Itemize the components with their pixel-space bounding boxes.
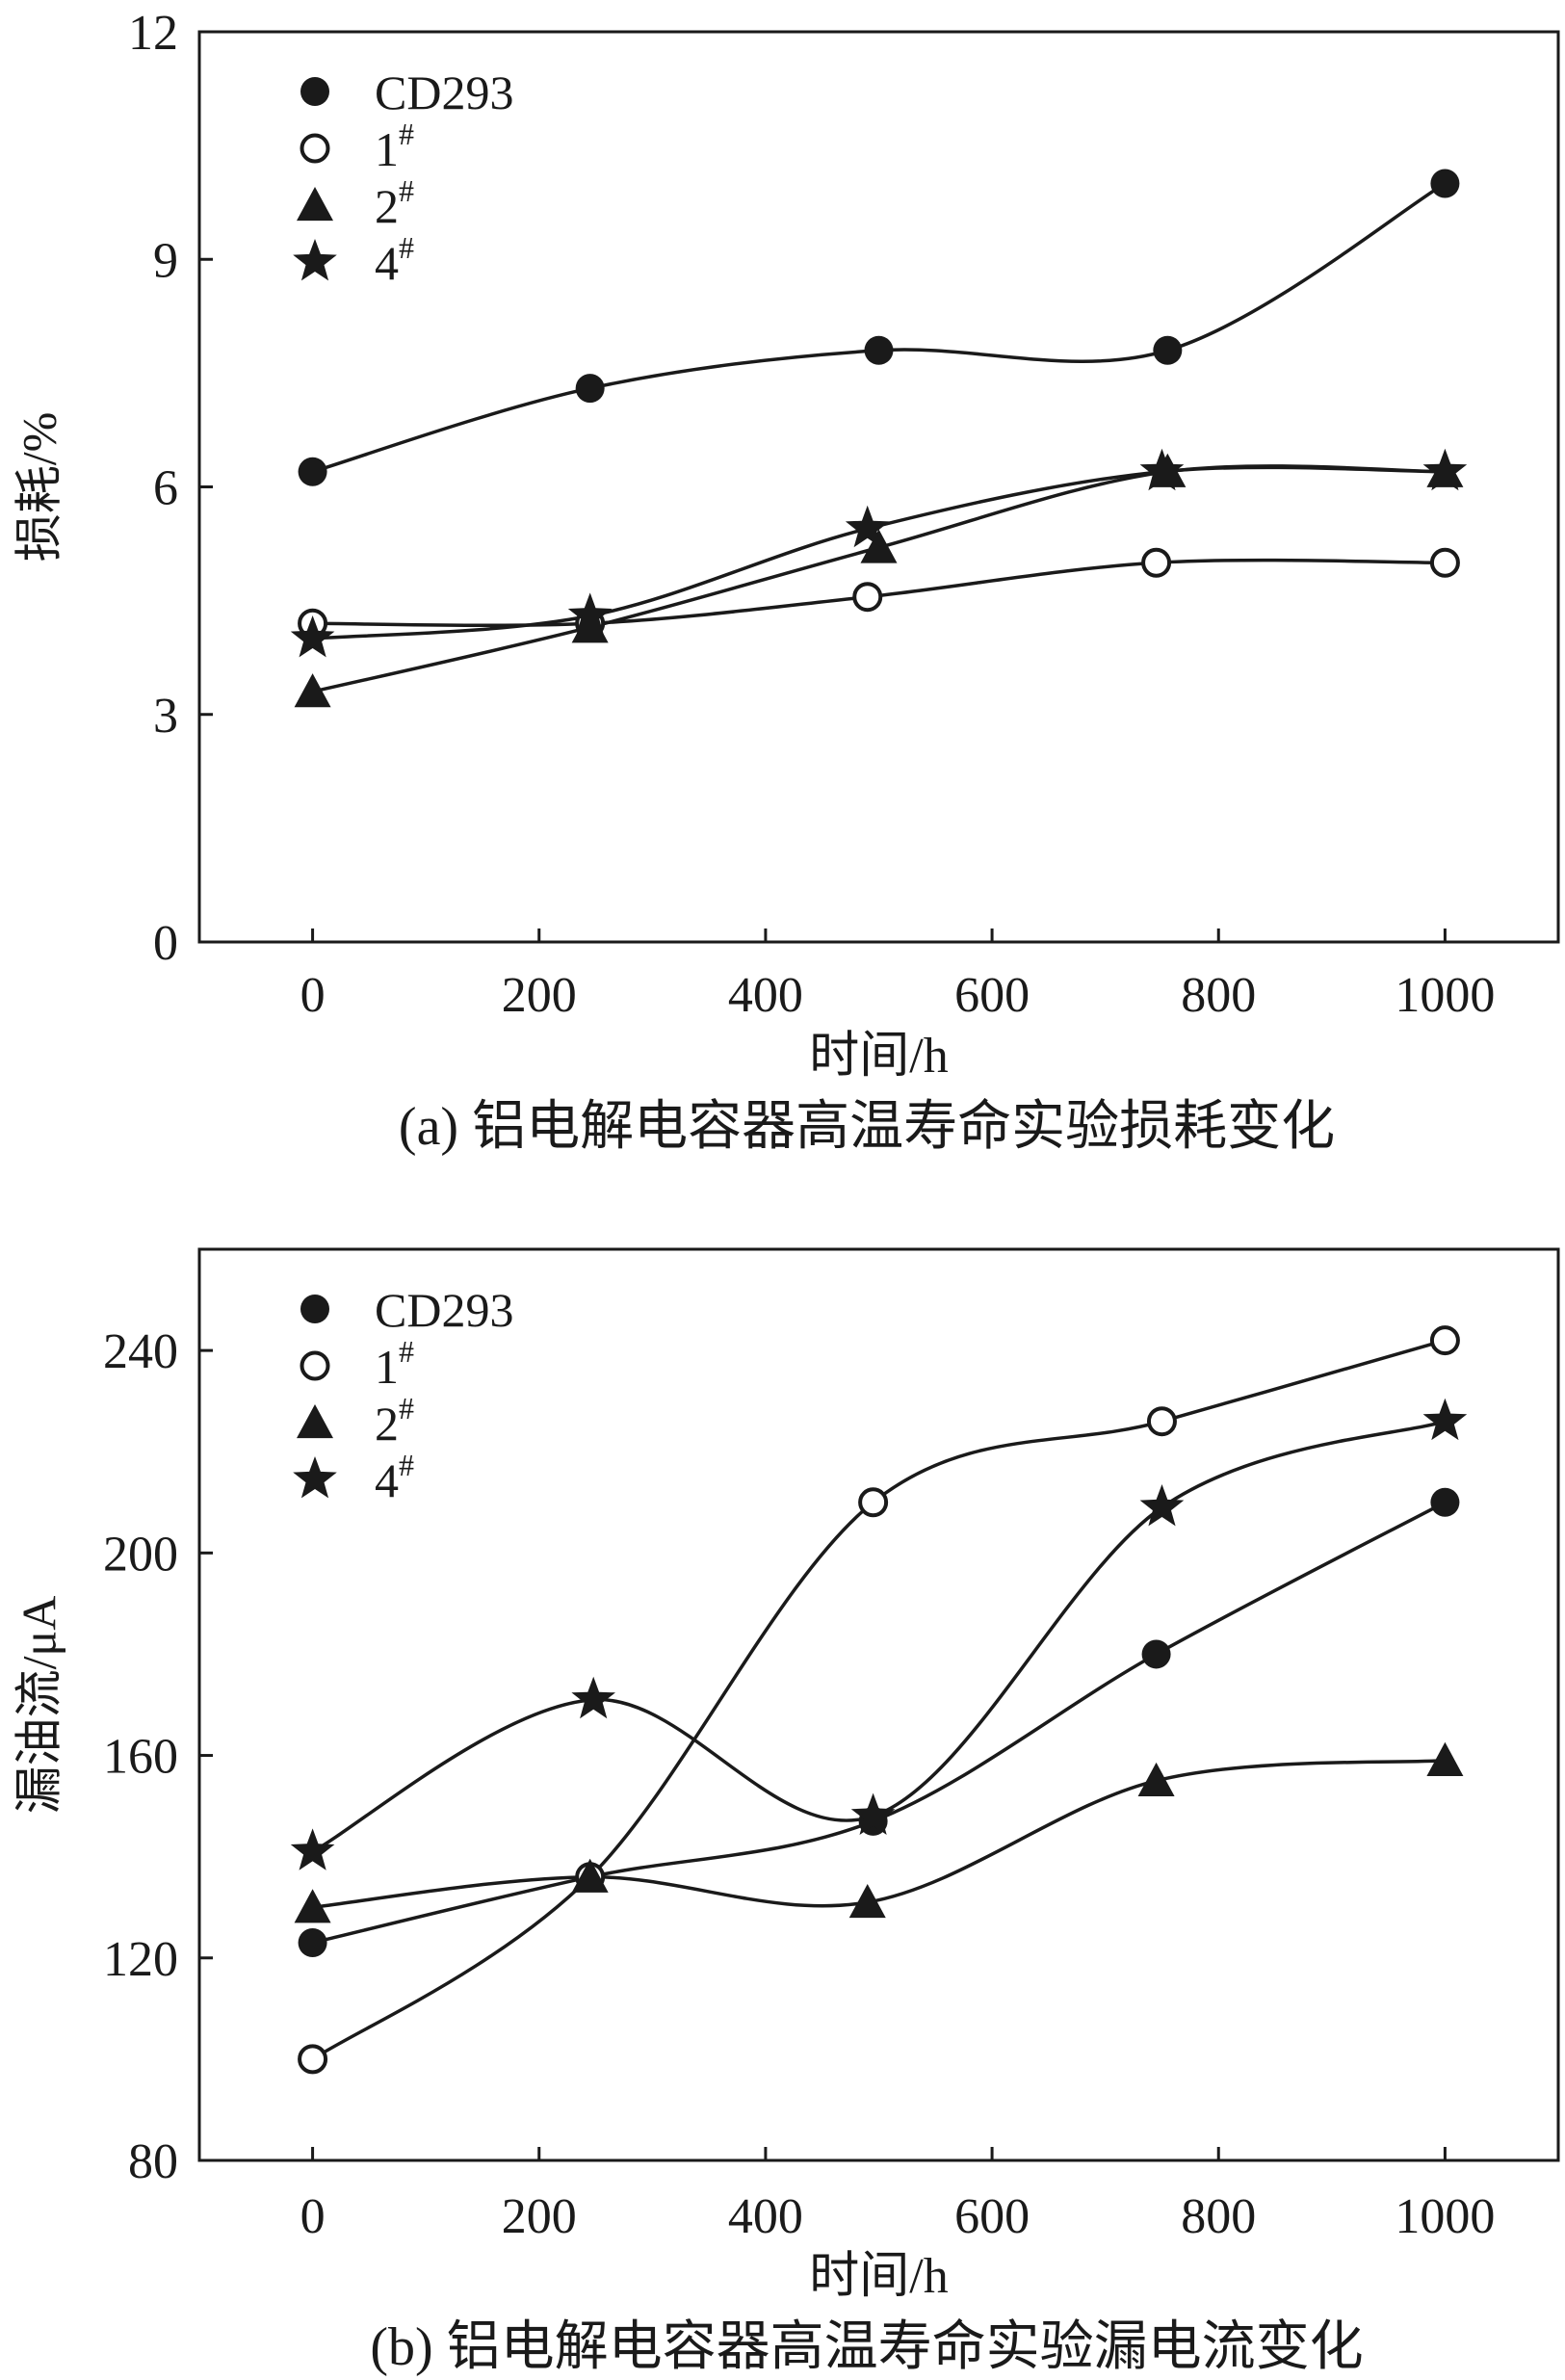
data-point [1153, 335, 1183, 365]
y-tick-label: 120 [103, 1932, 178, 1987]
data-point [845, 505, 890, 548]
legend-marker [300, 133, 330, 164]
data-point [294, 1889, 331, 1923]
data-point [571, 1858, 609, 1893]
data-point [1430, 169, 1460, 198]
data-point [290, 615, 335, 658]
data-point [567, 592, 613, 635]
legend-marker [297, 187, 333, 222]
data-point [1422, 1398, 1468, 1441]
legend-label: CD293 [375, 1283, 513, 1337]
data-point [1146, 1406, 1177, 1437]
data-point [850, 1792, 896, 1835]
plot-frame [197, 30, 1560, 944]
legend-label: 4# [375, 230, 414, 290]
legend-marker [293, 1456, 337, 1499]
legend-label: 4# [375, 1448, 414, 1507]
x-tick-label: 400 [728, 968, 803, 1023]
legend-marker [293, 239, 337, 281]
y-tick-label: 3 [153, 689, 178, 744]
legend-marker [300, 77, 329, 106]
data-point [1430, 1487, 1460, 1517]
x-tick-label: 400 [728, 2189, 803, 2244]
data-point [298, 457, 327, 486]
y-tick-label: 240 [103, 1324, 178, 1379]
series-line-0 [312, 1501, 1447, 1945]
y-tick-label: 9 [153, 233, 178, 288]
x-tick-label: 1000 [1395, 2189, 1495, 2244]
data-point [1141, 547, 1172, 578]
legend-label: CD293 [375, 65, 513, 119]
data-point [864, 335, 894, 365]
data-point [1139, 1484, 1185, 1527]
y-tick-label: 6 [153, 461, 178, 516]
data-point [1141, 1639, 1171, 1669]
plot-frame [197, 1247, 1560, 2162]
legend-marker [300, 1295, 329, 1323]
legend-label: 1# [375, 1334, 414, 1394]
y-tick-label: 80 [128, 2134, 178, 2189]
x-tick-label: 1000 [1395, 968, 1495, 1023]
y-axis-label: 漏油流/μA [12, 1596, 65, 1815]
data-point [298, 2044, 328, 2075]
legend-label: 2# [375, 173, 414, 233]
figure-caption: (b) 铝电解电容器高温寿命实验漏电流变化 [370, 2317, 1363, 2377]
legend-label: 1# [375, 117, 414, 176]
data-point [1137, 1762, 1175, 1796]
data-point [1426, 1741, 1464, 1776]
x-axis-label: 时间/h [809, 2249, 948, 2304]
data-point [1422, 448, 1468, 491]
x-tick-label: 200 [502, 968, 577, 1023]
chart-panel-b: 0 200 400 600 800 1000 80 120 160 200 240 时间/h 漏油流/μ… [12, 1247, 1560, 2377]
y-tick-label: 160 [103, 1730, 178, 1785]
x-tick-label: 0 [300, 968, 326, 1023]
data-point [571, 1676, 615, 1719]
data-point [1429, 1325, 1460, 1356]
x-axis-label: 时间/h [809, 1029, 948, 1084]
x-tick-label: 200 [502, 2189, 577, 2244]
data-point [294, 673, 331, 708]
data-point [858, 1487, 889, 1518]
y-axis-label: 损耗/% [12, 412, 65, 562]
data-point [860, 529, 898, 563]
x-tick-label: 800 [1181, 2189, 1256, 2244]
series-line-2 [312, 464, 1446, 693]
x-tick-label: 600 [954, 2189, 1030, 2244]
data-point [290, 1828, 335, 1870]
chart-panel-a: 0 200 400 600 800 1000 0 3 6 9 12 时间/h 损耗/% (a) 铝电解电容… [12, 6, 1560, 1157]
figure-caption: (a) 铝电解电容器高温寿命实验损耗变化 [399, 1097, 1335, 1157]
x-tick-label: 0 [300, 2189, 326, 2244]
series-line-1 [311, 1338, 1446, 2061]
data-point [298, 1928, 327, 1958]
data-point [848, 1883, 886, 1919]
legend-marker [300, 1350, 330, 1381]
data-point [1429, 547, 1460, 578]
data-point [1139, 448, 1185, 491]
legend-marker [297, 1404, 333, 1439]
series-line-0 [312, 182, 1447, 474]
y-tick-label: 200 [103, 1527, 178, 1582]
x-tick-label: 800 [1181, 968, 1256, 1023]
legend-label: 2# [375, 1391, 414, 1451]
data-point [852, 582, 883, 613]
y-tick-label: 12 [128, 6, 178, 61]
x-tick-label: 600 [954, 968, 1030, 1023]
data-point [575, 374, 605, 404]
data-point [571, 609, 609, 643]
y-tick-label: 0 [153, 916, 178, 971]
series-line-3 [311, 1420, 1446, 1853]
